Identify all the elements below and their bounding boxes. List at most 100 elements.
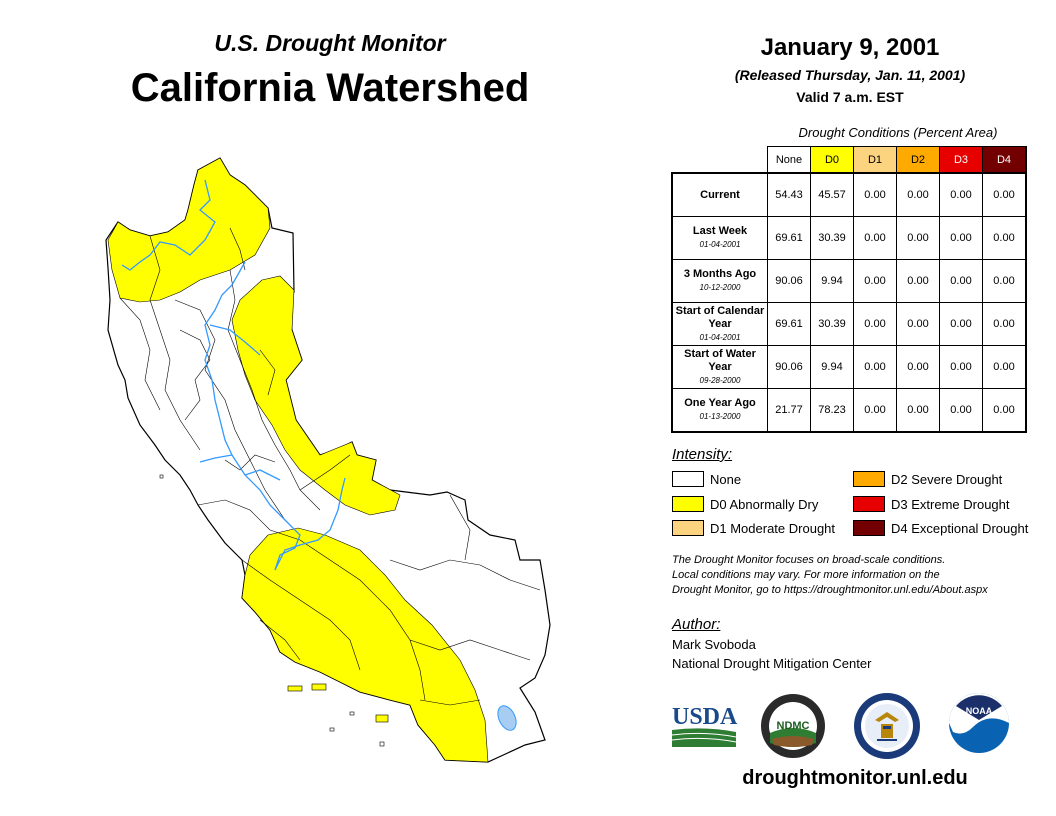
row-label-text: 3 Months Ago bbox=[683, 268, 757, 280]
legend-item-none: None bbox=[672, 471, 741, 487]
map-title: California Watershed bbox=[130, 66, 530, 110]
legend-title: Intensity: bbox=[672, 446, 733, 463]
table-cell: 0.00 bbox=[853, 172, 897, 217]
legend-label: None bbox=[710, 471, 742, 487]
table-caption: Drought Conditions (Percent Area) bbox=[798, 125, 998, 140]
legend-item-d1: D1 Moderate Drought bbox=[672, 520, 835, 536]
disclaimer-line: Local conditions may vary. For more info… bbox=[672, 569, 940, 581]
table-cell: 9.94 bbox=[810, 345, 854, 389]
legend-label: D1 Moderate Drought bbox=[710, 520, 836, 536]
legend-swatch bbox=[672, 496, 704, 512]
table-cell: 0.00 bbox=[896, 345, 940, 389]
legend-label: D2 Severe Drought bbox=[891, 471, 1003, 487]
row-label: Last Week 01-04-2001 bbox=[671, 216, 768, 260]
row-label: Current bbox=[671, 172, 768, 217]
islands-outline bbox=[159, 474, 385, 747]
table-row: Start of Calendar Year 01-04-2001 69.61 3… bbox=[671, 302, 1027, 346]
table-cell: 0.00 bbox=[853, 302, 897, 346]
table-row: One Year Ago 01-13-2000 21.77 78.23 0.00 … bbox=[671, 388, 1027, 433]
legend-item-d2: D2 Severe Drought bbox=[853, 471, 1002, 487]
row-date: 01-04-2001 bbox=[699, 240, 741, 249]
ndmc-logo-text: NDMC bbox=[777, 720, 810, 732]
col-d0: D0 bbox=[810, 146, 854, 174]
noaa-logo: NOAA bbox=[949, 693, 1009, 753]
row-label: Start of Calendar Year 01-04-2001 bbox=[671, 302, 768, 346]
table-cell: 0.00 bbox=[982, 388, 1027, 433]
row-date: 09-28-2000 bbox=[699, 375, 741, 385]
rivers bbox=[121, 179, 346, 571]
basin-boundaries bbox=[119, 227, 541, 706]
table-cell: 21.77 bbox=[767, 388, 811, 433]
table-cell: 0.00 bbox=[982, 216, 1027, 260]
table-row: 3 Months Ago 10-12-2000 90.06 9.94 0.00 0… bbox=[671, 259, 1027, 303]
islands bbox=[287, 683, 389, 723]
usda-logo-text: USDA bbox=[672, 704, 738, 730]
legend-label: D4 Exceptional Drought bbox=[891, 520, 1029, 536]
col-d3: D3 bbox=[939, 146, 983, 174]
table-row: Start of Water Year 09-28-2000 90.06 9.94… bbox=[671, 345, 1027, 389]
disclaimer: The Drought Monitor focuses on broad-sca… bbox=[672, 553, 1042, 598]
drought-conditions-table: None D0 D1 D2 D3 D4 Current 54.43 45.57 … bbox=[671, 146, 1027, 433]
table-cell: 0.00 bbox=[982, 302, 1027, 346]
row-date: 01-13-2000 bbox=[699, 412, 741, 421]
author-name: Mark Svoboda bbox=[672, 637, 756, 652]
usda-logo: USDA bbox=[671, 704, 738, 747]
table-cell: 78.23 bbox=[810, 388, 854, 433]
legend-item-d4: D4 Exceptional Drought bbox=[853, 520, 1028, 536]
table-cell: 0.00 bbox=[939, 345, 983, 389]
table-cell: 0.00 bbox=[853, 216, 897, 260]
table-cell: 0.00 bbox=[982, 345, 1027, 389]
table-cell: 0.00 bbox=[896, 302, 940, 346]
table-cell: 0.00 bbox=[939, 216, 983, 260]
row-label-text: Start of Calendar Year bbox=[675, 304, 765, 330]
table-cell: 9.94 bbox=[810, 259, 854, 303]
table-cell: 30.39 bbox=[810, 216, 854, 260]
legend-item-d3: D3 Extreme Drought bbox=[853, 496, 1010, 512]
row-date: 10-12-2000 bbox=[699, 283, 741, 292]
legend-swatch bbox=[672, 471, 704, 487]
salton-sea bbox=[497, 705, 517, 731]
table-cell: 0.00 bbox=[939, 172, 983, 217]
table-cell: 0.00 bbox=[896, 216, 940, 260]
author-org: National Drought Mitigation Center bbox=[672, 656, 872, 671]
table-cell: 45.57 bbox=[810, 172, 854, 217]
row-label: Start of Water Year 09-28-2000 bbox=[671, 345, 768, 389]
legend-label: D0 Abnormally Dry bbox=[710, 496, 819, 512]
table-cell: 0.00 bbox=[939, 302, 983, 346]
col-d2: D2 bbox=[896, 146, 940, 174]
table-cell: 69.61 bbox=[767, 302, 811, 346]
map-date: January 9, 2001 bbox=[760, 34, 940, 61]
table-cell: 0.00 bbox=[896, 259, 940, 303]
disclaimer-line: The Drought Monitor focuses on broad-sca… bbox=[672, 554, 946, 566]
legend-swatch bbox=[853, 520, 885, 536]
d0-area bbox=[107, 157, 489, 763]
table-corner bbox=[672, 146, 768, 174]
author-title: Author: bbox=[672, 616, 721, 633]
table-cell: 30.39 bbox=[810, 302, 854, 346]
legend-swatch bbox=[853, 471, 885, 487]
row-label: One Year Ago 01-13-2000 bbox=[671, 388, 768, 433]
disclaimer-line: Drought Monitor, go to https://droughtmo… bbox=[672, 584, 988, 596]
col-d1: D1 bbox=[853, 146, 897, 174]
table-row: Current 54.43 45.57 0.00 0.00 0.00 0.00 bbox=[671, 172, 1027, 217]
ndmc-logo: NDMC bbox=[761, 694, 825, 758]
row-label-text: Start of Water Year bbox=[684, 347, 756, 373]
table-cell: 0.00 bbox=[939, 388, 983, 433]
noaa-logo-text: NOAA bbox=[966, 706, 993, 716]
col-d4: D4 bbox=[982, 146, 1027, 174]
table-cell: 0.00 bbox=[853, 345, 897, 389]
table-cell: 0.00 bbox=[853, 259, 897, 303]
table-cell: 69.61 bbox=[767, 216, 811, 260]
table-row: Last Week 01-04-2001 69.61 30.39 0.00 0.0… bbox=[671, 216, 1027, 260]
legend-swatch bbox=[672, 520, 704, 536]
col-none: None bbox=[767, 146, 811, 174]
table-cell: 0.00 bbox=[982, 259, 1027, 303]
map-subtitle: U.S. Drought Monitor bbox=[214, 30, 446, 56]
table-cell: 0.00 bbox=[896, 388, 940, 433]
legend-item-d0: D0 Abnormally Dry bbox=[672, 496, 818, 512]
table-cell: 0.00 bbox=[982, 172, 1027, 217]
row-label-text: Current bbox=[700, 188, 740, 201]
commerce-seal-logo bbox=[854, 693, 920, 759]
website-link[interactable]: droughtmonitor.unl.edu bbox=[742, 767, 968, 789]
release-date: (Released Thursday, Jan. 11, 2001) bbox=[734, 67, 966, 83]
